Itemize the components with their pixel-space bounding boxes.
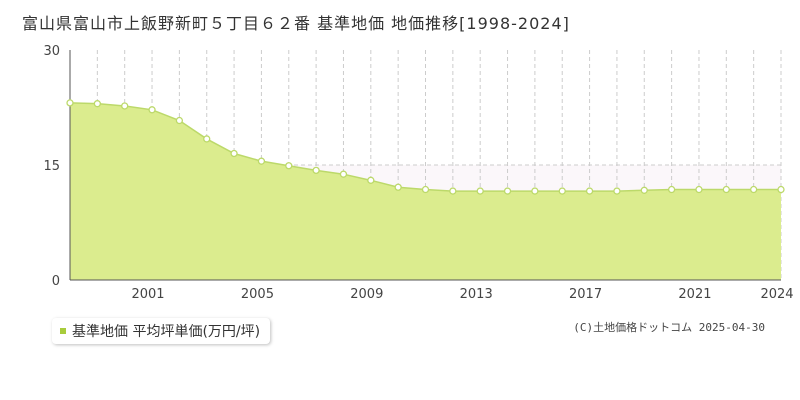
data-point — [66, 99, 74, 107]
data-point — [722, 185, 730, 194]
data-point — [476, 187, 484, 195]
data-point — [421, 185, 430, 194]
data-point — [285, 162, 293, 170]
data-point — [230, 149, 238, 158]
data-point — [750, 185, 758, 194]
x-tick-label: 2021 — [678, 287, 711, 302]
axes — [69, 50, 781, 281]
copyright-text: (C)土地価格ドットコム 2025-04-30 — [573, 321, 765, 334]
x-tick-label: 2017 — [569, 287, 602, 302]
data-point — [257, 157, 266, 165]
data-point — [394, 183, 402, 191]
data-point — [339, 170, 348, 178]
y-tick-label: 15 — [43, 159, 60, 174]
data-point — [585, 187, 594, 195]
chart-title: 富山県富山市上飯野新町５丁目６２番 基準地価 地価推移[1998-2024] — [22, 14, 570, 33]
data-point — [203, 135, 211, 143]
legend-swatch — [60, 328, 66, 334]
y-tick-label: 30 — [43, 44, 60, 59]
x-tick-label: 2024 — [760, 287, 793, 302]
data-point — [148, 106, 156, 114]
data-point — [667, 185, 676, 194]
x-tick-label: 2009 — [350, 287, 383, 302]
data-point — [175, 116, 184, 125]
data-point — [531, 187, 539, 195]
legend: 基準地価 平均坪単価(万円/坪) — [52, 318, 271, 344]
data-markers — [66, 99, 785, 195]
data-point — [640, 186, 648, 194]
tick-labels: 0 15 30 2001 2005 2009 2013 2017 2021 2024 — [43, 44, 793, 302]
data-point — [613, 187, 621, 195]
x-tick-label: 2013 — [460, 287, 493, 302]
data-point — [121, 102, 129, 110]
data-point — [367, 176, 375, 184]
data-point — [503, 187, 512, 195]
x-tick-label: 2001 — [131, 287, 164, 302]
data-point — [449, 187, 457, 195]
data-point — [312, 166, 320, 175]
data-point — [695, 185, 703, 194]
data-point — [93, 100, 101, 108]
legend-label: 基準地価 平均坪単価(万円/坪) — [72, 324, 261, 340]
data-point — [558, 187, 566, 195]
y-tick-label: 0 — [52, 274, 60, 289]
x-tick-label: 2005 — [241, 287, 274, 302]
data-point — [777, 185, 785, 194]
